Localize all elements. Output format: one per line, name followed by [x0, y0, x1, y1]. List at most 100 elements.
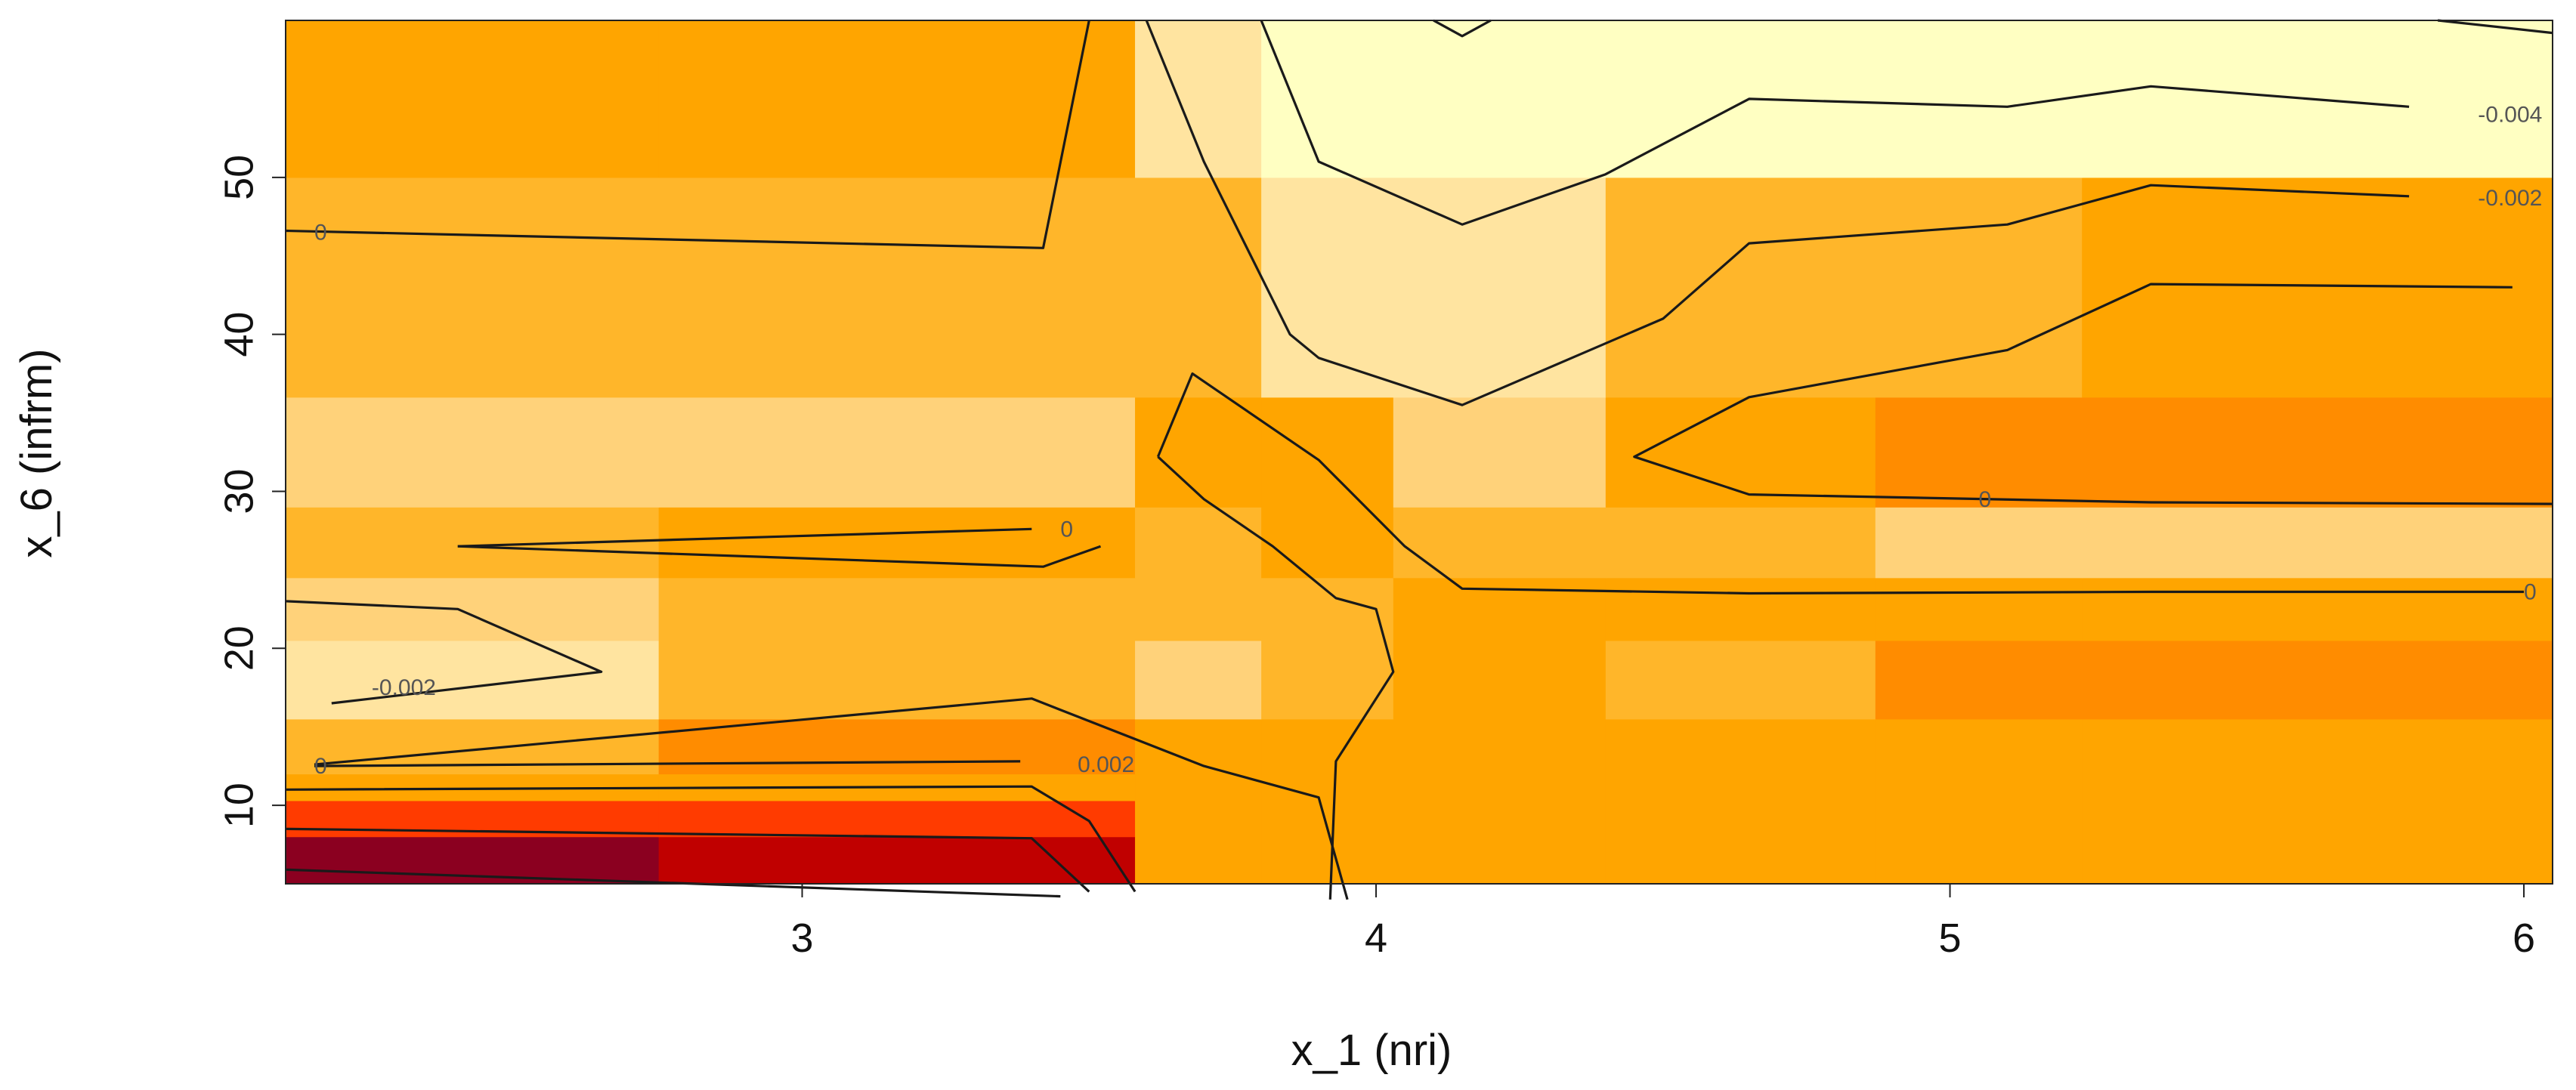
y-tick-label: 40 [216, 312, 261, 357]
heatmap-cell [1875, 397, 2083, 508]
heatmap-cell [2082, 507, 2553, 579]
heatmap-cell [1393, 718, 1607, 775]
heatmap-cell [1875, 718, 2083, 775]
heatmap-cell [1605, 397, 1876, 508]
heatmap-cell [1261, 507, 1394, 579]
heatmap-cell [1393, 773, 1607, 801]
y-axis-title: x_6 (infrm) [12, 348, 61, 557]
heatmap-cell [1261, 836, 1394, 885]
heatmap-cell [2082, 773, 2553, 801]
heatmap-cell [1605, 507, 1876, 579]
x-axis-title: x_1 (nri) [1291, 1026, 1452, 1075]
contour-line [314, 760, 1021, 767]
heatmap-cell [286, 640, 660, 720]
y-tick-label: 20 [216, 625, 261, 671]
heatmap-cell [1875, 773, 2083, 801]
heatmap-cell [658, 640, 1136, 720]
heatmap-cell [1135, 507, 1262, 579]
contour-line [314, 697, 1349, 900]
heatmap-cell [1261, 718, 1394, 775]
contour-label: -0.002 [372, 675, 436, 700]
y-tick-label: 30 [216, 468, 261, 514]
plot-frame [285, 20, 2553, 885]
contour-line [457, 545, 1102, 568]
contour-label: -0.002 [2478, 186, 2542, 211]
heatmap-cell [1261, 177, 1394, 398]
heatmap-cells [286, 20, 2553, 885]
heatmap-cell [1605, 577, 1876, 641]
contour-label: -0.004 [2478, 103, 2542, 128]
heatmap-cell [2082, 836, 2553, 885]
contour-line [1156, 372, 2524, 595]
heatmap-cell [1393, 800, 1607, 838]
heatmap-cell [2082, 577, 2553, 641]
heatmap-cell [2082, 640, 2553, 720]
contour-line [285, 868, 1061, 898]
heatmap-cell [1393, 836, 1607, 885]
heatmap-cell [1875, 20, 2083, 178]
heatmap-cell [1135, 577, 1262, 641]
contour-line [2437, 19, 2553, 35]
heatmap-cell [1393, 507, 1607, 579]
heatmap-cell [1605, 640, 1876, 720]
contour-label: 0 [2524, 579, 2537, 604]
contour-line [457, 527, 1032, 548]
heatmap-cell [1135, 20, 1262, 178]
contour-label: 0 [314, 754, 327, 779]
heatmap-cell [658, 836, 1136, 885]
heatmap-cell [1135, 836, 1262, 885]
heatmap-cell [1393, 577, 1607, 641]
heatmap-cell [1261, 20, 1394, 178]
contour-label: 0 [1060, 517, 1073, 542]
contour-line [1157, 455, 1395, 900]
heatmap-cell [1875, 836, 2083, 885]
x-tick-label: 4 [1365, 916, 1387, 961]
heatmap-cell [286, 20, 660, 178]
x-tick-label: 5 [1939, 916, 1962, 961]
contour-line [1633, 283, 2553, 505]
heatmap-cell [286, 177, 660, 398]
heatmap-cell [1875, 800, 2083, 838]
heatmap-cell [1393, 640, 1607, 720]
heatmap-cell [286, 397, 660, 508]
heatmap-cell [658, 507, 1136, 579]
heatmap-cell [1261, 640, 1394, 720]
heatmap-cell [1393, 177, 1607, 398]
contour-line [285, 785, 1136, 893]
heatmap-cell [286, 577, 660, 641]
y-tick-label: 10 [216, 783, 261, 828]
contour-line [285, 827, 1090, 893]
contour-labels: -0.004 -0.002 0 0 0 0 -0.002 0 0.002 [314, 103, 2542, 779]
heatmap-cell [658, 20, 1136, 178]
heatmap-cell [1135, 800, 1262, 838]
contour-lines [285, 19, 2553, 900]
contour-label: 0.002 [1078, 752, 1134, 777]
heatmap-cell [2082, 800, 2553, 838]
heatmap-cell [2082, 718, 2553, 775]
heatmap-cell [658, 397, 1136, 508]
heatmap-cell [1135, 397, 1262, 508]
heatmap-cell [1875, 640, 2083, 720]
heatmap-cell [1875, 507, 2083, 579]
contour-line [285, 600, 603, 705]
heatmap-cell [658, 718, 1136, 775]
heatmap-cell [658, 800, 1136, 838]
y-tick-label: 50 [216, 155, 261, 200]
heatmap-cell [1261, 397, 1394, 508]
contour-line [1145, 20, 2410, 406]
heatmap-cell [1605, 800, 1876, 838]
contour-line [285, 20, 1090, 249]
heatmap-cell [1875, 577, 2083, 641]
heatmap-cell [1605, 773, 1876, 801]
contour-label: 0 [1979, 487, 1992, 512]
contour-line [1260, 20, 2410, 226]
heatmap-cell [658, 577, 1136, 641]
axes: 3 4 5 6 10 20 30 40 50 [216, 20, 2553, 961]
heatmap-cell [1875, 177, 2083, 398]
heatmap-cell [1393, 397, 1607, 508]
heatmap-cell [1605, 836, 1876, 885]
heatmap-cell [2082, 397, 2553, 508]
heatmap-cell [1605, 177, 1876, 398]
heatmap-cell [1135, 177, 1262, 398]
